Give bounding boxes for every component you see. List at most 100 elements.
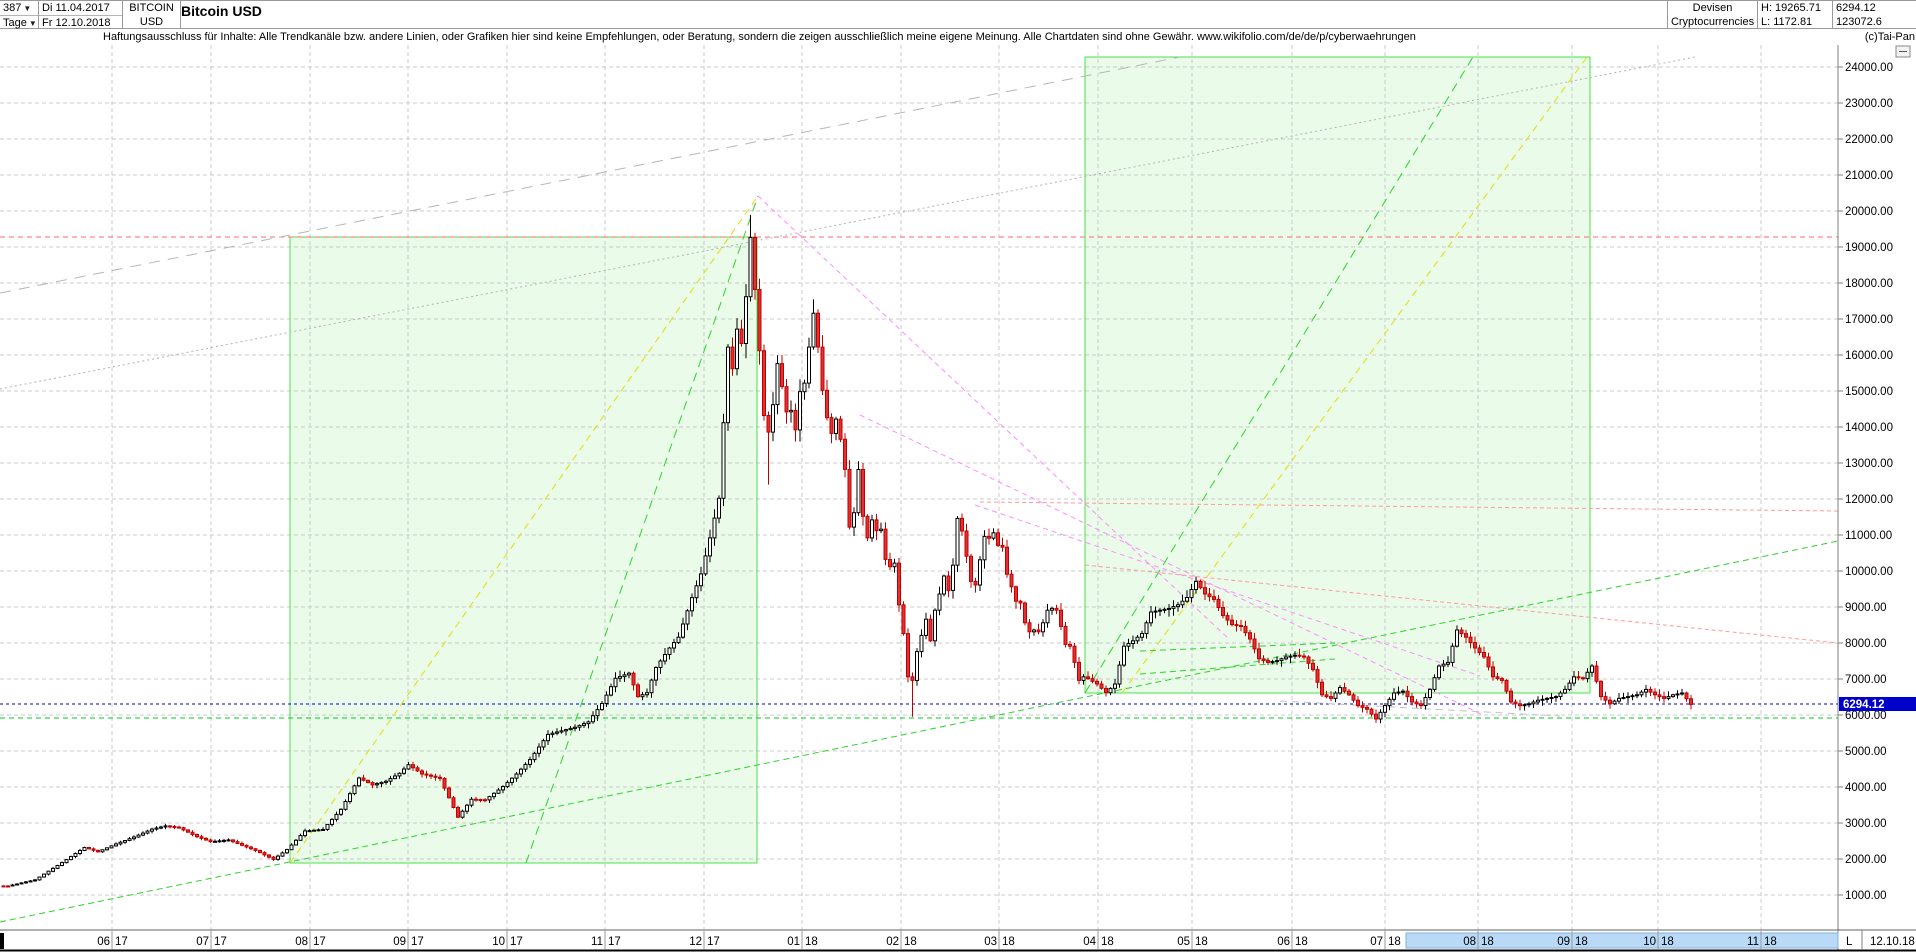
- candle-down: [820, 346, 825, 391]
- candle-up: [1446, 661, 1450, 665]
- candle-down: [1351, 694, 1356, 701]
- candle-down: [861, 469, 865, 517]
- bars-count-dropdown[interactable]: 387: [3, 1, 22, 14]
- candle-down: [1072, 645, 1077, 663]
- candle-up: [1549, 697, 1554, 699]
- candle-down: [1369, 708, 1374, 715]
- candle-down: [730, 346, 735, 370]
- candle-up: [699, 573, 703, 587]
- candle-up: [1396, 691, 1401, 694]
- gray-uptrend-dashed[interactable]: [0, 56, 1181, 294]
- candle-down: [370, 782, 375, 786]
- date-from-field[interactable]: Di 11.04.2017: [39, 1, 122, 16]
- candle-up: [510, 777, 514, 783]
- candle-down: [361, 777, 366, 781]
- candle-up: [1401, 690, 1405, 693]
- candle-down: [883, 528, 888, 560]
- candle-up: [748, 237, 753, 298]
- x-axis-label-month: 09: [1557, 936, 1570, 948]
- x-axis-label-year: 17: [707, 936, 720, 948]
- candle-up: [357, 777, 361, 787]
- candle-up: [1567, 682, 1572, 690]
- period-dropdown[interactable]: Tage: [3, 16, 27, 29]
- candle-up: [384, 780, 388, 783]
- candle-up: [1050, 607, 1054, 611]
- candle-up: [582, 723, 586, 726]
- candle-up: [78, 850, 82, 854]
- candle-up: [933, 609, 937, 642]
- candle-down: [1320, 681, 1324, 696]
- candle-up: [924, 618, 928, 636]
- candle-up: [37, 876, 42, 881]
- candle-up: [1126, 643, 1131, 647]
- candle-up: [109, 845, 114, 849]
- candle-up: [1045, 609, 1050, 624]
- date-to-field[interactable]: Fr 12.10.2018: [42, 16, 111, 29]
- candle-up: [982, 535, 987, 561]
- green-mini-2[interactable]: [1139, 658, 1336, 675]
- candle-down: [793, 409, 798, 431]
- candle-down: [433, 775, 438, 778]
- candle-down: [231, 839, 235, 843]
- green-trend-2018[interactable]: [1084, 56, 1474, 694]
- candle-up: [667, 647, 672, 655]
- y-axis-label: 2000.00: [1845, 854, 1887, 866]
- candle-down: [424, 773, 429, 776]
- yellow-trend-2017[interactable]: [289, 195, 759, 864]
- green-trend-2017[interactable]: [525, 195, 759, 864]
- candle-up: [316, 829, 321, 832]
- candle-up: [51, 867, 55, 872]
- y-axis-label: 8000.00: [1845, 638, 1887, 650]
- green-longterm-support[interactable]: [0, 540, 1839, 923]
- candle-down: [1261, 658, 1266, 662]
- y-axis-label: 3000.00: [1845, 818, 1887, 830]
- candle-up: [136, 834, 141, 838]
- candle-up: [1180, 600, 1185, 606]
- magenta-fan-2[interactable]: [859, 414, 1484, 716]
- salmon-level-2[interactable]: [1084, 564, 1839, 644]
- axis-scroll-stub[interactable]: [0, 933, 4, 949]
- candle-up: [1149, 611, 1153, 624]
- candle-up: [676, 636, 681, 644]
- candle-up: [1630, 695, 1635, 698]
- x-range-highlight[interactable]: [1405, 932, 1839, 949]
- candle-down: [1477, 647, 1482, 653]
- candle-up: [222, 839, 226, 842]
- candle-down: [838, 418, 843, 440]
- candle-up: [118, 841, 123, 845]
- magenta-fan-1[interactable]: [757, 195, 1231, 641]
- candle-down: [1104, 687, 1108, 694]
- candle-down: [186, 829, 190, 833]
- candle-down: [1329, 696, 1333, 699]
- date-range-cell[interactable]: Di 11.04.2017 Fr 12.10.2018: [39, 1, 123, 29]
- candle-up: [564, 729, 568, 732]
- x-axis-label-year: 18: [1295, 936, 1308, 948]
- candle-up: [649, 679, 654, 694]
- x-axis-label-month: 01: [787, 936, 800, 948]
- candle-up: [1585, 671, 1590, 680]
- candle-up: [82, 847, 87, 851]
- x-axis-label-month: 07: [196, 936, 209, 948]
- candle-up: [1423, 697, 1428, 707]
- candle-up: [622, 674, 627, 678]
- high-value: H: 19265.71: [1761, 1, 1821, 14]
- gray-mini[interactable]: [1279, 700, 1561, 717]
- candle-up: [64, 859, 69, 864]
- y-axis-label: 14000.00: [1845, 422, 1893, 434]
- green-mini-1[interactable]: [1139, 642, 1336, 652]
- candle-down: [1468, 636, 1473, 644]
- y-axis-label: 15000.00: [1845, 386, 1893, 398]
- x-axis-label-month: 05: [1177, 936, 1190, 948]
- candle-up: [519, 768, 523, 775]
- candle-up: [285, 849, 289, 854]
- magenta-fan-3[interactable]: [974, 504, 1481, 677]
- candle-up: [42, 873, 46, 878]
- candle-up: [613, 677, 618, 688]
- candle-up: [1383, 705, 1387, 713]
- bars-period-cell[interactable]: 387 ▼ Tage ▼: [0, 1, 39, 29]
- candle-up: [127, 838, 132, 841]
- salmon-level-1[interactable]: [979, 501, 1839, 512]
- candle-down: [411, 764, 415, 769]
